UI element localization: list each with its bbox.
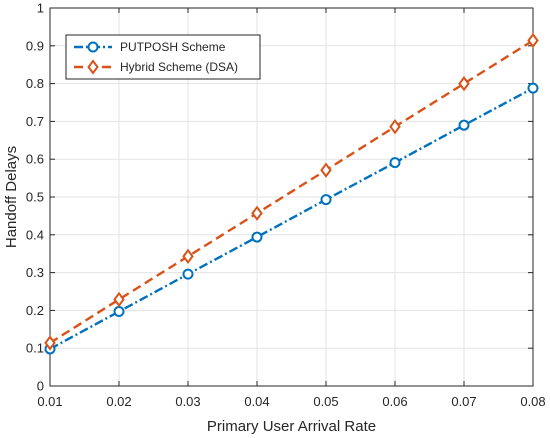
data-point	[113, 291, 125, 308]
y-tick-label: 0.9	[26, 38, 44, 53]
y-tick-label: 0.2	[26, 303, 44, 318]
y-tick-label: 0.1	[26, 341, 44, 356]
legend-box	[65, 34, 261, 80]
data-point	[44, 335, 56, 351]
y-tick-label: 0.5	[26, 190, 44, 205]
data-point	[320, 162, 332, 178]
data-point	[458, 119, 470, 131]
y-tick-label: 0.7	[26, 114, 44, 129]
x-tick-label: 0.08	[520, 394, 545, 409]
data-point	[527, 32, 539, 49]
x-tick-label: 0.07	[451, 394, 476, 409]
legend-entry: PUTPOSH Scheme	[74, 40, 226, 54]
x-tick-label: 0.06	[382, 394, 407, 409]
data-point	[458, 75, 470, 92]
data-point	[113, 306, 125, 318]
data-point	[527, 82, 539, 94]
grid	[49, 7, 534, 387]
series-putposh-scheme	[44, 82, 539, 355]
legend: PUTPOSH Scheme Hybrid Scheme (DSA)	[65, 34, 261, 80]
legend-label: PUTPOSH Scheme	[120, 40, 226, 54]
series-lines	[44, 32, 539, 355]
legend-entry: Hybrid Scheme (DSA)	[74, 59, 238, 75]
circle-marker-icon	[87, 41, 99, 53]
data-point	[182, 248, 194, 265]
diamond-marker-icon	[87, 59, 99, 75]
x-axis-label: Primary User Arrival Rate	[207, 418, 376, 435]
data-point	[389, 119, 401, 135]
x-tick-label: 0.03	[175, 394, 200, 409]
data-point	[182, 268, 194, 280]
y-axis-label: Handoff Delays	[3, 146, 20, 248]
series-hybrid-scheme-dsa	[44, 32, 539, 351]
series-line	[49, 39, 534, 344]
x-tick-label: 0.01	[37, 394, 62, 409]
data-point	[251, 205, 263, 221]
y-tick-label: 1	[37, 1, 44, 16]
axis-ticks: 0.01 0.02 0.03 0.04 0.05 0.06 0.07 0.08 0 0.1 0.2 0…	[26, 1, 546, 410]
x-tick-label: 0.05	[313, 394, 338, 409]
data-point	[251, 231, 263, 243]
y-tick-label: 0.8	[26, 76, 44, 91]
y-tick-label: 0.6	[26, 152, 44, 167]
y-tick-label: 0	[37, 379, 44, 394]
x-tick-label: 0.04	[244, 394, 269, 409]
legend-label: Hybrid Scheme (DSA)	[120, 60, 238, 74]
series-line	[49, 87, 534, 351]
x-tick-label: 0.02	[106, 394, 131, 409]
data-point	[389, 157, 401, 169]
y-tick-label: 0.3	[26, 265, 44, 280]
data-point	[320, 194, 332, 206]
y-tick-label: 0.4	[26, 227, 44, 242]
